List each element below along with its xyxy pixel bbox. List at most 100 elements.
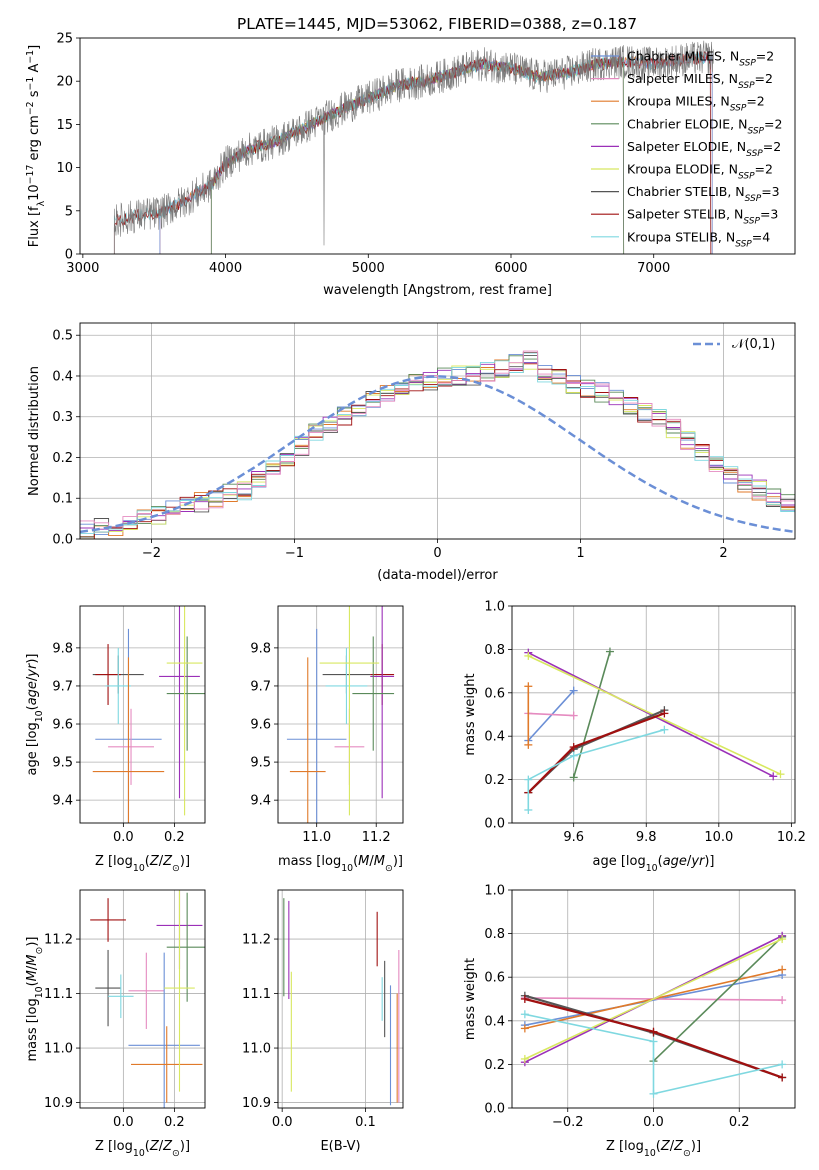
legend-label: Salpeter MILES, NSSP=2: [627, 71, 773, 91]
x-axis-label: wavelength [Angstrom, rest frame]: [323, 283, 552, 298]
y-tick-label: 9.4: [250, 794, 271, 809]
weight-lines: [524, 647, 785, 814]
errorbars: [286, 606, 395, 823]
x-tick-label: 9.6: [563, 830, 584, 845]
y-tick-label: 15: [56, 118, 73, 133]
y-axis-label: Flux [fλ10−17 erg cm−2 s−1 A−1]: [25, 45, 47, 247]
axes-frame: [277, 605, 404, 824]
y-tick-label: 0.2: [52, 451, 73, 466]
y-tick-label: 9.5: [250, 756, 271, 771]
y-tick-label: 0.0: [52, 533, 73, 548]
errorbar-point: [286, 628, 347, 823]
errorbar-point: [166, 636, 205, 751]
x-tick-label: −0.2: [552, 1115, 584, 1130]
y-tick-label: 0.4: [484, 1014, 505, 1029]
y-tick-label: 9.6: [52, 718, 73, 733]
x-tick-label: 7000: [637, 261, 670, 276]
errorbar-point: [95, 949, 121, 1027]
y-tick-label: 9.7: [250, 679, 271, 694]
normal-curve: [80, 375, 795, 534]
x-tick-label: 9.8: [636, 830, 657, 845]
y-tick-label: 9.8: [52, 641, 73, 656]
age_vs_Z-panel: 0.0 0.2 9.4 9.5 9.6 9.7 9.8 Z [log10(Z/Z⊙)] age …: [25, 605, 206, 874]
axes-frame: [511, 889, 796, 1109]
y-tick-label: 10.9: [44, 1096, 73, 1111]
axes-frame: [277, 889, 404, 1109]
y-tick-label: 9.7: [52, 679, 73, 694]
histogram-step: [80, 352, 795, 539]
weight-line: [524, 938, 783, 1060]
weight-line: [527, 712, 665, 794]
y-tick-label: 0.4: [52, 369, 73, 384]
x-tick-label: 0.0: [272, 1115, 293, 1130]
x-tick-label: 6000: [494, 261, 527, 276]
x-tick-label: 10.0: [704, 830, 733, 845]
weight_vs_age-panel: 9.6 9.8 10.0 10.2 0.0 0.2 0.4 0.6 0.8 1.0 age [log…: [463, 600, 806, 874]
legend-label: Kroupa ELODIE, NSSP=2: [627, 162, 773, 182]
y-tick-label: 10.9: [242, 1096, 271, 1111]
x-axis-label: E(B-V): [320, 1139, 360, 1154]
y-tick-label: 11.1: [44, 987, 73, 1002]
errorbar-point: [289, 657, 326, 823]
histogram-lines: [80, 350, 795, 539]
errorbar-point: [128, 952, 165, 1029]
x-axis-label: Z [log10(Z/Z⊙)]: [606, 1139, 701, 1159]
y-tick-label: 9.4: [52, 794, 73, 809]
y-tick-label: 0.0: [484, 1102, 505, 1117]
y-tick-label: 1.0: [484, 600, 505, 615]
y-tick-label: 11.0: [44, 1042, 73, 1057]
y-axis-label: age [log10(age/yr)]: [25, 653, 45, 775]
x-tick-label: 1: [576, 546, 584, 561]
y-tick-label: 11.1: [242, 987, 271, 1002]
y-tick-label: 9.8: [250, 641, 271, 656]
errorbar-point: [352, 636, 395, 751]
x-tick-label: 0: [433, 546, 441, 561]
y-axis-label: mass [log10(M/M⊙)]: [25, 937, 45, 1062]
y-tick-label: 1.0: [484, 884, 505, 899]
residuals-panel: −2 −1 0 1 2 0.0 0.1 0.2 0.3 0.4 0.5 (data-model)/er…: [27, 322, 796, 583]
errorbar-point: [325, 647, 368, 725]
model-line-salpeter-elodie: [210, 55, 625, 254]
y-tick-label: 0.6: [484, 971, 505, 986]
x-axis-label: Z [log10(Z/Z⊙)]: [95, 1139, 190, 1159]
y-tick-label: 0: [65, 248, 73, 263]
axes-frame: [79, 37, 796, 255]
x-tick-label: 0.2: [729, 1115, 750, 1130]
x-axis-label: age [log10(age/yr)]: [592, 854, 714, 874]
errorbar-point: [166, 892, 205, 1002]
y-tick-label: 5: [65, 204, 73, 219]
y-tick-label: 11.0: [242, 1042, 271, 1057]
weight-line: [527, 728, 665, 810]
y-tick-label: 0.4: [484, 730, 505, 745]
x-tick-label: 0.1: [355, 1115, 376, 1130]
x-tick-label: 0.2: [164, 1115, 185, 1130]
x-tick-label: 2: [719, 546, 727, 561]
y-tick-label: 11.2: [44, 933, 73, 948]
errorbar-point: [164, 890, 195, 1092]
weight-line: [524, 1013, 783, 1095]
errorbar-point: [370, 606, 395, 799]
legend-label: Chabrier MILES, NSSP=2: [627, 49, 774, 69]
errorbars: [90, 890, 205, 1108]
weight-line: [527, 651, 774, 778]
y-axis-label: mass weight: [463, 673, 478, 755]
y-tick-label: 20: [56, 75, 73, 90]
axes-frame: [79, 605, 206, 824]
y-tick-label: 0.5: [52, 329, 73, 344]
y-tick-label: 0.6: [484, 686, 505, 701]
weight-line: [527, 690, 575, 742]
errorbar-point: [105, 647, 132, 725]
y-tick-label: 0.3: [52, 410, 73, 425]
weight-line: [524, 974, 783, 1026]
mass_vs_ebv-panel: 0.0 0.1 10.9 11.0 11.1 11.2 E(B-V): [242, 889, 404, 1154]
age_vs_mass-panel: 11.0 11.2 9.4 9.5 9.6 9.7 9.8 mass [log10(M/M⊙)…: [250, 605, 404, 874]
y-tick-label: 0.1: [52, 492, 73, 507]
y-tick-label: 9.6: [250, 718, 271, 733]
legend-label: Salpeter ELODIE, NSSP=2: [627, 139, 781, 159]
observed-spectrum-line: [114, 40, 714, 254]
errorbars: [92, 606, 205, 823]
x-tick-label: 0.0: [643, 1115, 664, 1130]
errorbar-point: [166, 606, 203, 816]
y-tick-label: 0.8: [484, 643, 505, 658]
